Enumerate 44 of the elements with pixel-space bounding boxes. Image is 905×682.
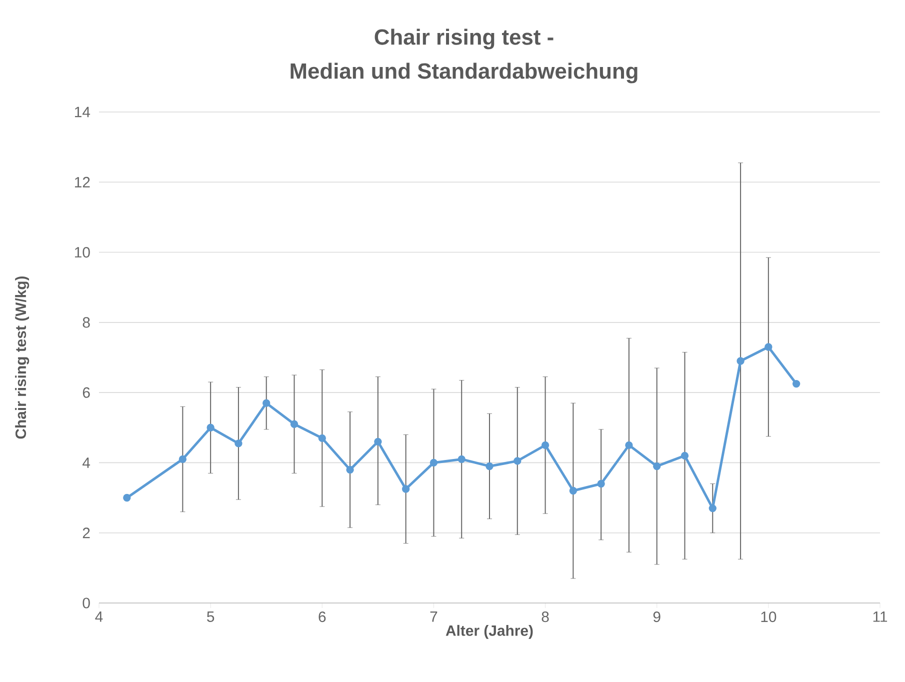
chart-title: Chair rising test - <box>374 28 554 50</box>
point <box>514 457 522 465</box>
y-tick-label: 2 <box>82 528 90 538</box>
point <box>653 462 661 470</box>
y-tick-label: 12 <box>75 176 90 188</box>
x-tick-label: 5 <box>207 612 214 622</box>
x-tick-label: 11 <box>873 612 888 622</box>
x-tick-label: 7 <box>430 612 438 622</box>
y-tick-label: 6 <box>82 387 90 398</box>
x-axis-title: Alter (Jahre) <box>446 624 533 639</box>
point <box>792 380 800 388</box>
point <box>764 343 772 351</box>
point <box>597 480 605 488</box>
point <box>178 455 187 464</box>
point <box>374 438 382 446</box>
point <box>458 455 466 464</box>
x-tick-label: 4 <box>95 612 103 622</box>
point <box>569 486 578 495</box>
point <box>680 452 689 460</box>
chart-subtitle: Median und Standardabweichung <box>290 62 638 84</box>
point <box>430 458 438 467</box>
point <box>290 420 298 428</box>
point <box>123 494 131 502</box>
point <box>206 424 214 432</box>
point <box>736 357 744 365</box>
point <box>541 441 550 450</box>
point <box>486 462 494 470</box>
point <box>234 440 242 448</box>
y-tick-label: 0 <box>82 598 90 608</box>
y-tick-label: 4 <box>82 458 90 468</box>
y-axis-title: Chair rising test (W/kg) <box>15 276 30 439</box>
point <box>346 466 354 474</box>
point <box>708 504 716 512</box>
point <box>318 434 326 442</box>
point <box>625 441 633 450</box>
x-tick-label: 6 <box>318 612 326 622</box>
x-tick-label: 10 <box>761 612 776 622</box>
point <box>402 485 410 493</box>
point <box>262 399 270 407</box>
y-tick-label: 14 <box>75 106 90 118</box>
x-tick-label: 8 <box>542 612 549 622</box>
y-tick-label: 8 <box>82 317 90 328</box>
x-tick-label: 9 <box>653 612 660 622</box>
y-tick-label: 10 <box>75 246 90 258</box>
